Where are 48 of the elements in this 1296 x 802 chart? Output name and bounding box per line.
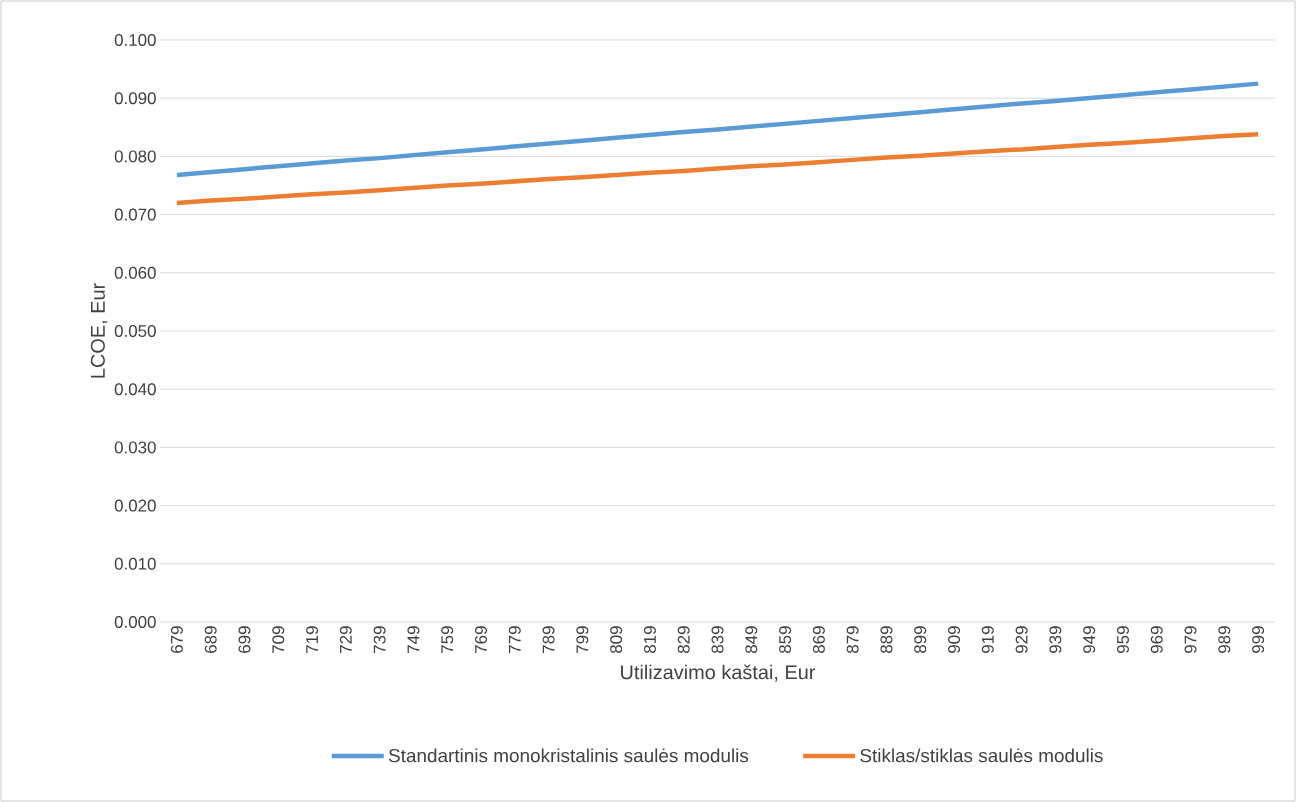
x-tick-label: 739 <box>373 626 386 653</box>
x-tick-label: 779 <box>508 626 521 653</box>
y-tick-label: 0.100 <box>114 33 156 46</box>
x-tick-label: 899 <box>914 626 927 654</box>
x-tick-label: 729 <box>339 626 352 653</box>
x-tick-label: 989 <box>1218 626 1231 653</box>
x-tick-label: 769 <box>474 626 487 653</box>
x-tick-label: 959 <box>1116 626 1129 653</box>
x-tick-label: 859 <box>779 626 792 654</box>
x-tick-label: 999 <box>1252 626 1265 653</box>
y-tick-label: 0.000 <box>114 615 156 628</box>
x-tick-label: 869 <box>812 626 825 654</box>
x-tick-label: 889 <box>880 626 893 654</box>
x-tick-label: 979 <box>1184 626 1197 653</box>
legend-label: Stiklas/stiklas saulės modulis <box>860 748 1103 763</box>
y-tick-label: 0.070 <box>114 208 156 221</box>
y-tick-label: 0.080 <box>114 150 156 163</box>
x-tick-label: 689 <box>204 626 217 653</box>
x-tick-label: 939 <box>1049 626 1062 653</box>
x-tick-label: 789 <box>542 626 555 653</box>
x-tick-label: 909 <box>948 626 961 653</box>
x-tick-label: 839 <box>711 626 724 654</box>
y-tick-label: 0.020 <box>114 499 156 512</box>
x-tick-label: 949 <box>1083 626 1096 653</box>
y-tick-label: 0.040 <box>114 383 156 396</box>
x-tick-label: 929 <box>1015 626 1028 653</box>
x-tick-label: 679 <box>170 626 183 653</box>
x-tick-label: 879 <box>846 626 859 654</box>
x-tick-label: 829 <box>677 626 690 654</box>
y-tick-label: 0.060 <box>114 266 156 279</box>
legend-label: Standartinis monokristalinis saulės modulis <box>388 748 749 763</box>
x-tick-label: 849 <box>745 626 758 654</box>
x-tick-label: 709 <box>272 626 285 653</box>
x-tick-label: 969 <box>1150 626 1163 653</box>
x-tick-label: 719 <box>306 626 319 653</box>
x-axis-title: Utilizavimo kaštai, Eur <box>621 664 816 682</box>
y-axis-title: LCOE, Eur <box>90 283 108 378</box>
x-tick-label: 919 <box>981 626 994 653</box>
x-tick-label: 699 <box>238 626 251 653</box>
y-tick-label: 0.090 <box>114 92 156 105</box>
y-tick-label: 0.010 <box>114 557 156 570</box>
x-tick-label: 759 <box>441 626 454 653</box>
y-tick-label: 0.050 <box>114 324 156 337</box>
x-tick-label: 809 <box>610 626 623 654</box>
y-tick-label: 0.030 <box>114 441 156 454</box>
x-tick-label: 749 <box>407 626 420 653</box>
x-tick-label: 799 <box>576 626 589 653</box>
x-tick-label: 819 <box>643 626 656 654</box>
